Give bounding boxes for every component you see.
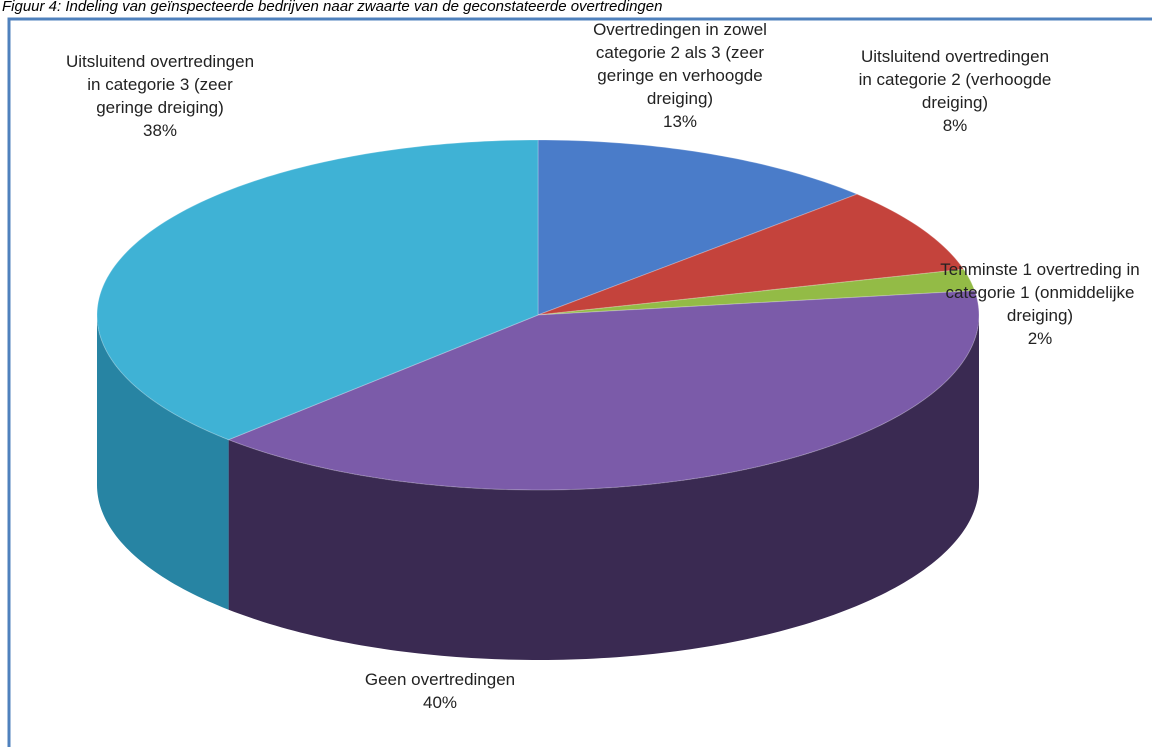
slice-label: Uitsluitend overtredingen in categorie 3…	[60, 50, 260, 142]
slice-category: Geen overtredingen	[364, 670, 516, 689]
pie-side	[228, 315, 979, 660]
slice-label: Geen overtredingen 40%	[340, 668, 540, 714]
pie-slice	[96, 139, 539, 441]
pie-slice	[227, 290, 980, 491]
slice-label: Uitsluitend overtredingen in categorie 2…	[855, 45, 1055, 137]
pie-side	[97, 315, 229, 610]
pie-tops	[96, 139, 980, 491]
slice-value: 8%	[942, 116, 968, 135]
pie-slice	[537, 268, 976, 316]
slice-value: 40%	[422, 693, 458, 712]
slice-label: Tenminste 1 overtreding in categorie 1 (…	[940, 258, 1140, 350]
slice-category: Tenminste 1 overtreding in categorie 1 (…	[940, 260, 1140, 325]
frame	[7, 17, 1152, 747]
pie-sides	[97, 315, 979, 660]
slice-category: Overtredingen in zowel categorie 2 als 3…	[593, 20, 767, 108]
pie-slice	[537, 193, 965, 316]
slice-category: Uitsluitend overtredingen in categorie 3…	[65, 52, 255, 117]
slice-label: Overtredingen in zowel categorie 2 als 3…	[580, 18, 780, 133]
chart-title: Figuur 4: Indeling van geïnspecteerde be…	[2, 0, 663, 15]
slice-value: 38%	[142, 121, 178, 140]
slice-value: 2%	[1027, 329, 1053, 348]
pie-slice	[537, 139, 859, 316]
slice-value: 13%	[662, 112, 698, 131]
slice-category: Uitsluitend overtredingen in categorie 2…	[858, 47, 1052, 112]
